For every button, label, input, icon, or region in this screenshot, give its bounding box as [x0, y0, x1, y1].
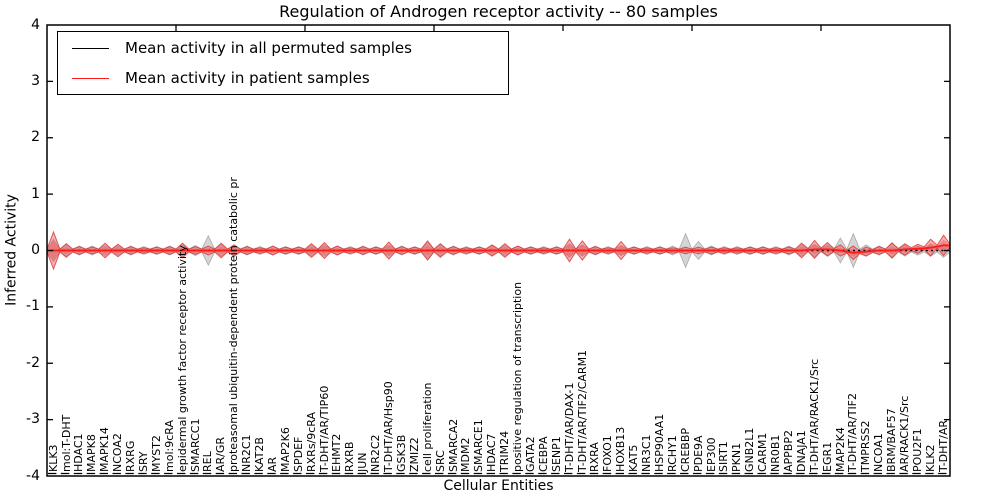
x-tick-label: SMARCE1 [472, 419, 486, 472]
x-tick-label: HDAC1 [72, 433, 86, 472]
x-tick-label: MYST2 [149, 435, 163, 472]
legend-label-patient: Mean activity in patient samples [125, 69, 370, 87]
y-tick-label: 0 [31, 242, 40, 258]
chart-title: Regulation of Androgen receptor activity… [279, 2, 718, 21]
y-tick-label: -3 [26, 411, 40, 428]
x-tick-label: HOXB13 [614, 426, 628, 472]
x-tick-label: HDAC7 [485, 433, 499, 472]
legend-label-permuted: Mean activity in all permuted samples [125, 39, 412, 57]
x-tick-label: T-DHT/AR/RACK1/Src [807, 358, 821, 472]
x-tick-label: MAP2K6 [278, 427, 292, 472]
x-tick-label: EHMT2 [330, 433, 344, 472]
y-tick-label: -1 [26, 298, 40, 315]
x-tick-label: TRIM24 [498, 430, 512, 472]
x-tick-label: T-DHT/AR/TIP60 [317, 385, 331, 472]
x-tick-label: APPBP2 [781, 430, 795, 472]
x-tick-label: MAP2K4 [833, 427, 847, 472]
x-tick-label: mol:T-DHT [59, 414, 73, 472]
x-tick-label: positive regulation of transcription [511, 281, 525, 472]
x-tick-label: MAPK14 [98, 427, 112, 472]
y-tick-label: 1 [31, 185, 40, 202]
patient-line-swatch [72, 77, 109, 79]
x-tick-label: AR/RACK1/Src [898, 395, 912, 472]
x-tick-label: NR2C1 [240, 434, 254, 472]
x-tick-label: JUN [356, 452, 370, 472]
x-tick-label: KAT2B [253, 437, 267, 472]
x-tick-label: AR/GR [214, 436, 228, 472]
x-tick-label: SIRT1 [717, 441, 731, 472]
x-tick-label: POU2F1 [910, 428, 924, 472]
x-tick-label: NR0B1 [769, 434, 783, 472]
x-tick-label: RXRB [343, 441, 357, 472]
y-tick-label: -2 [26, 354, 40, 371]
x-tick-label: AR [265, 456, 279, 472]
y-tick-label: 4 [31, 16, 40, 33]
x-tick-label: T-DHT/AR [936, 419, 950, 472]
x-tick-label: NR2C2 [369, 434, 383, 472]
x-tick-label: EP300 [704, 437, 718, 472]
x-tick-label: cell proliferation [420, 382, 434, 472]
x-tick-label: EGR1 [820, 441, 834, 472]
x-tick-label: KAT5 [627, 444, 641, 472]
x-tick-label: GNB2L1 [743, 427, 757, 472]
x-tick-label: TMPRSS2 [859, 420, 873, 472]
legend: Mean activity in all permuted samples Me… [57, 31, 509, 95]
x-tick-label: KLK3 [46, 444, 60, 472]
legend-item-patient: Mean activity in patient samples [58, 64, 508, 92]
x-tick-label: HSP90AA1 [652, 413, 666, 472]
x-tick-label: mol:9cRA [162, 420, 176, 472]
x-tick-label: PKN1 [730, 442, 744, 472]
x-tick-label: SPDEF [291, 436, 305, 472]
legend-item-permuted: Mean activity in all permuted samples [58, 34, 508, 62]
x-tick-label: T-DHT/AR/TIF2 [846, 392, 860, 472]
x-tick-label: DNAJA1 [794, 430, 808, 472]
x-tick-label: RXRs/9cRA [304, 411, 318, 472]
x-tick-label: SRY [136, 451, 150, 472]
x-tick-label: SENP1 [549, 436, 563, 472]
x-tick-label: SMARCC1 [188, 418, 202, 472]
x-tick-label: NR3C1 [640, 434, 654, 472]
permuted-line-swatch [72, 47, 109, 49]
y-tick-label: -4 [26, 467, 40, 484]
x-tick-label: ZMIZ2 [407, 437, 421, 472]
x-tick-label: REL [201, 451, 215, 472]
x-tick-label: NCOA1 [872, 433, 886, 472]
x-tick-label: MDM2 [459, 437, 473, 472]
x-tick-label: PDE9A [691, 435, 705, 472]
x-tick-label: epidermal growth factor receptor activit… [175, 245, 189, 472]
x-tick-label: MAPK8 [85, 434, 99, 472]
x-tick-label: T-DHT/AR/DAX-1 [562, 382, 576, 472]
x-tick-label: T-DHT/AR/TIF2/CARM1 [575, 349, 589, 472]
y-tick-label: 3 [31, 72, 40, 89]
x-tick-label: CREBBP [678, 428, 692, 472]
x-tick-label: RXRG [124, 440, 138, 472]
x-tick-label: RCHY1 [665, 435, 679, 472]
x-tick-label: KLK2 [923, 444, 937, 472]
x-tick-label: T-DHT/AR/Hsp90 [382, 381, 396, 472]
x-tick-label: SRC [433, 450, 447, 472]
x-tick-label: SMARCA2 [446, 418, 460, 472]
x-tick-label: proteasomal ubiquitin-dependent protein … [227, 177, 241, 472]
y-axis-label: Inferred Activity [3, 194, 20, 306]
x-tick-label: RXRA [588, 442, 602, 472]
x-tick-label: GATA2 [523, 436, 537, 472]
y-tick-label: 2 [31, 129, 40, 146]
x-tick-label: BRM/BAF57 [885, 408, 899, 472]
x-tick-label: FOXO1 [601, 435, 615, 472]
x-tick-label: GSK3B [394, 434, 408, 472]
x-axis-label: Cellular Entities [443, 478, 554, 494]
x-tick-label: CEBPA [536, 436, 550, 472]
x-tick-label: CARM1 [756, 432, 770, 472]
x-tick-label: NCOA2 [111, 433, 125, 472]
